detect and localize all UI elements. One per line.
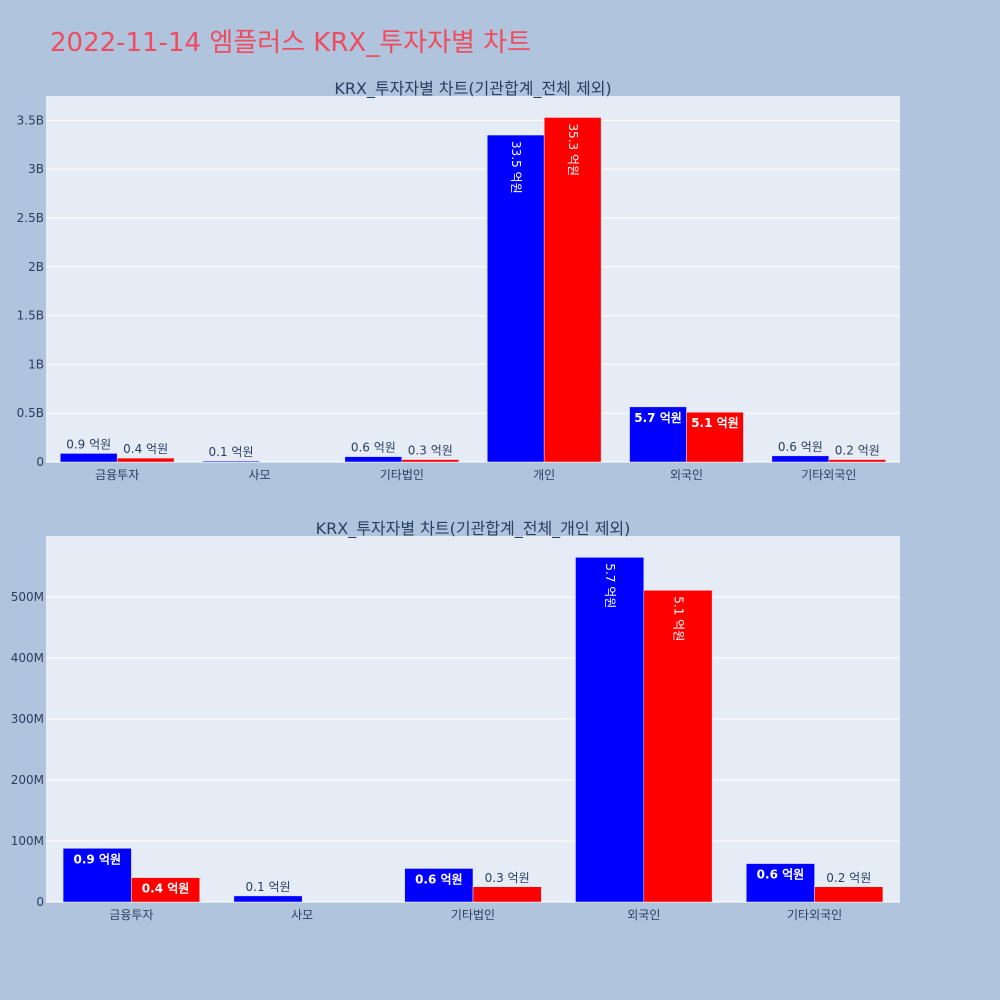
page-title: 2022-11-14 엠플러스 KRX_투자자별 차트 [50,28,532,58]
x-tick-label: 금융투자 [109,908,153,922]
bar [686,411,744,463]
data-label: 0.2 억원 [826,871,871,885]
y-tick-label: 100M [11,834,44,848]
y-tick-label: 200M [11,773,44,787]
bar [828,459,887,463]
x-tick-label: 사모 [248,468,270,482]
bar [62,848,132,903]
bar [233,895,303,903]
x-tick-label: 기타외국인 [787,908,842,922]
bar-chart-all: 0 0.5B 1B 1.5B 2B 2.5B 3B 3.5B KRX_투자자별 차트(기관합계_… [17,79,900,482]
bar [814,886,884,903]
plot-area [46,96,900,462]
data-label: 0.3 억원 [485,871,530,885]
bar [401,459,460,463]
x-tick-label: 기타법인 [380,468,424,482]
y-tick-label: 500M [11,590,44,604]
bar [543,117,602,463]
bar [202,460,260,463]
bar [575,557,645,903]
bar [59,453,118,463]
data-label: 0.1 억원 [209,445,254,459]
data-label: 5.7 억원 [603,563,617,608]
data-label: 0.4 억원 [123,442,168,456]
y-tick-label: 400M [11,651,44,665]
data-label: 5.1 억원 [691,416,739,430]
y-tick-label: 3.5B [17,113,44,127]
bar [404,868,474,903]
data-label: 0.4 억원 [142,882,190,896]
bar [643,590,713,903]
bar [771,455,830,463]
y-tick-label: 1.5B [17,309,44,323]
bar [486,134,545,463]
data-label: 0.9 억원 [66,437,111,451]
bar [131,877,200,903]
data-label: 5.1 억원 [671,596,685,641]
y-tick-label: 3B [28,162,44,176]
chart-title: KRX_투자자별 차트(기관합계_전체_개인 제외) [316,519,631,539]
data-label: 35.3 억원 [566,123,580,176]
x-tick-label: 기타법인 [451,908,495,922]
data-label: 5.7 억원 [634,411,682,425]
data-label: 0.1 억원 [246,880,291,894]
data-label: 33.5 억원 [509,141,523,194]
data-label: 0.6 억원 [778,440,823,454]
chart-title: KRX_투자자별 차트(기관합계_전체 제외) [334,79,611,99]
y-tick-label: 0.5B [17,406,44,420]
y-tick-label: 2B [28,260,44,274]
y-tick-label: 0 [36,895,44,909]
data-label: 0.6 억원 [757,868,805,882]
data-label: 0.2 억원 [835,444,880,458]
y-tick-label: 1B [28,357,44,371]
y-tick-label: 300M [11,712,44,726]
x-tick-label: 외국인 [670,468,703,482]
bar [116,457,175,463]
bar [746,863,815,903]
bar [472,886,542,903]
x-tick-label: 기타외국인 [801,468,856,482]
x-tick-label: 사모 [291,908,313,922]
x-tick-label: 금융투자 [95,468,139,482]
data-label: 0.6 억원 [415,872,463,886]
x-tick-label: 외국인 [627,908,660,922]
data-label: 0.3 억원 [408,444,453,458]
y-tick-label: 2.5B [17,211,44,225]
y-tick-label: 0 [36,455,44,469]
x-tick-label: 개인 [533,468,555,482]
data-label: 0.6 억원 [351,441,396,455]
data-label: 0.9 억원 [73,852,121,866]
